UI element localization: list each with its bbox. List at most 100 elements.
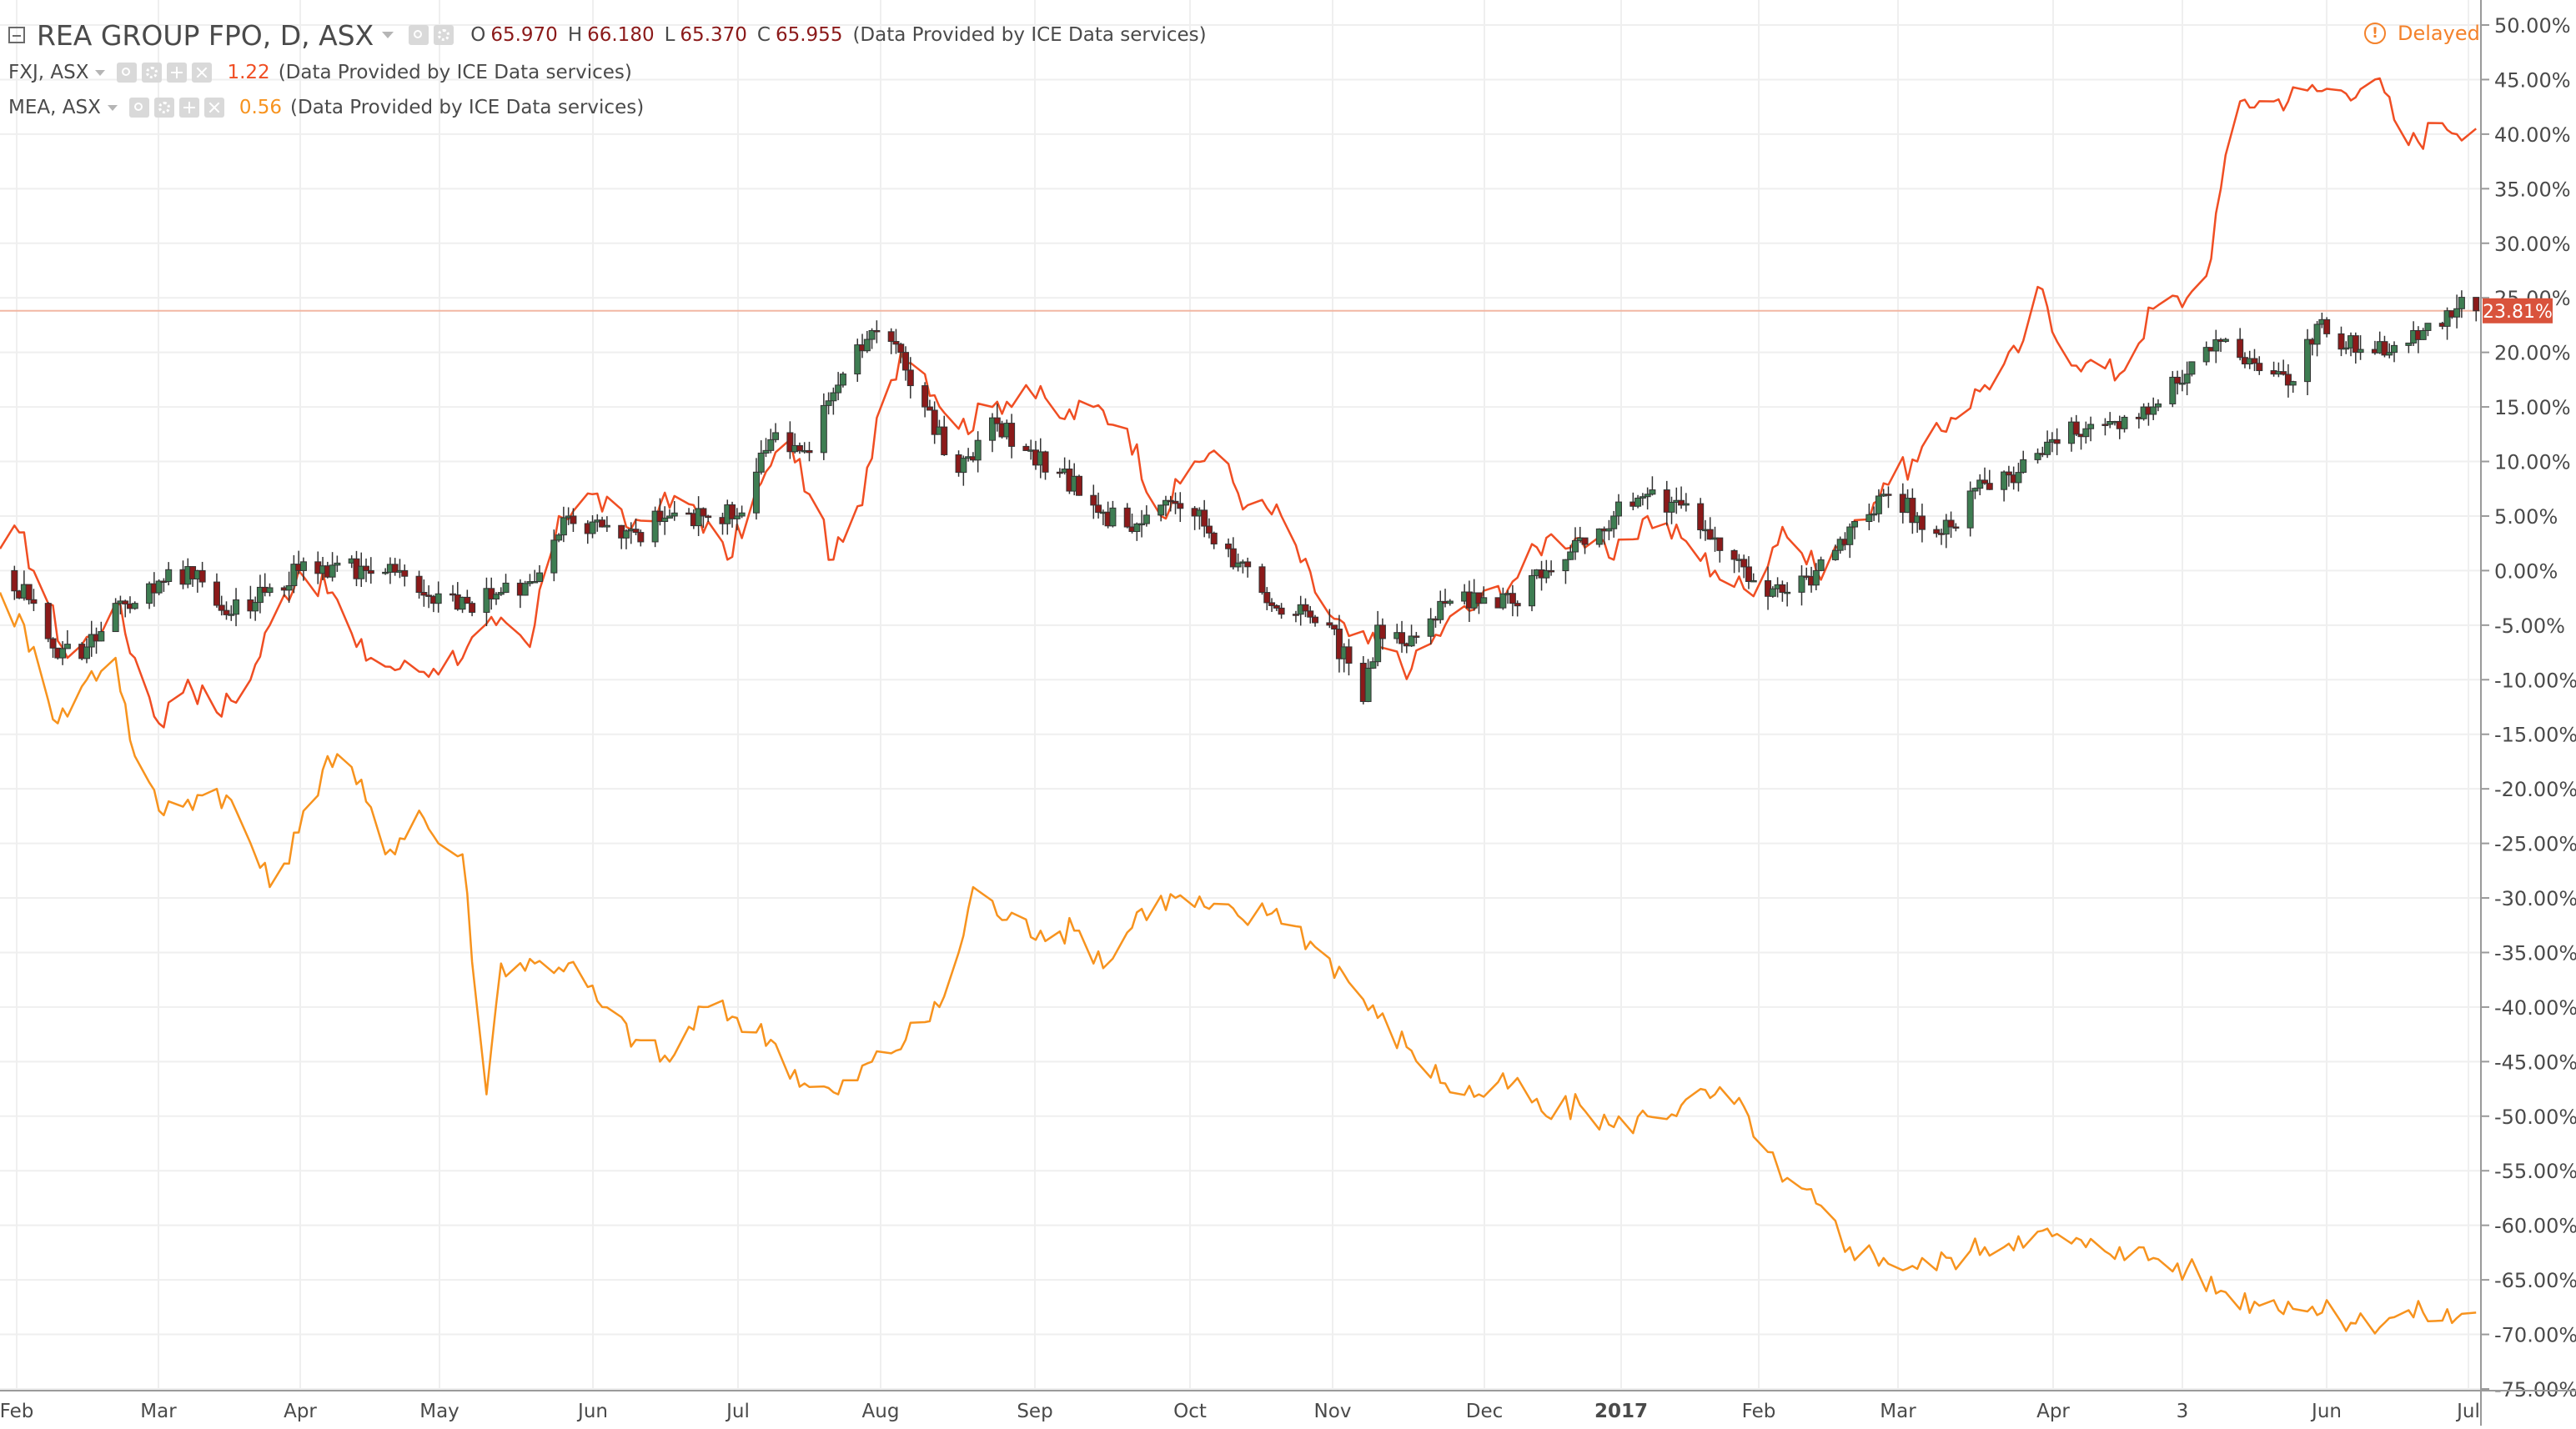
candle-body: [555, 534, 563, 541]
candle-body: [729, 504, 736, 519]
candle-body: [1716, 537, 1724, 551]
plus-icon[interactable]: [178, 98, 199, 118]
candle-body: [1745, 566, 1752, 582]
candle-body: [198, 569, 206, 583]
candle-body: [1865, 514, 1873, 523]
gear-icon[interactable]: [434, 25, 454, 45]
candle-body: [1095, 504, 1102, 514]
plus-icon[interactable]: [167, 63, 188, 83]
candle-body: [2020, 459, 2027, 474]
candle-body: [887, 331, 895, 343]
close-icon[interactable]: [203, 98, 224, 118]
candle-body: [1109, 507, 1117, 527]
candle-body: [2034, 453, 2041, 460]
y-tick-label: 0.00%: [2494, 559, 2558, 583]
candle-body: [1312, 616, 1319, 624]
candle-body: [1644, 494, 1651, 498]
candle-body: [2044, 441, 2051, 455]
eye-icon[interactable]: [128, 98, 149, 118]
candle-body: [854, 344, 861, 375]
candle-body: [1798, 575, 1805, 593]
candle-body: [1273, 604, 1280, 609]
candle-body: [2005, 471, 2012, 476]
candle-body: [420, 592, 428, 596]
eye-icon[interactable]: [117, 63, 138, 83]
candle-body: [1335, 629, 1343, 659]
candle-body: [401, 569, 409, 577]
y-tick-label: 35.00%: [2494, 178, 2571, 201]
candle-body: [1682, 503, 1690, 506]
candle-body: [2202, 347, 2210, 363]
candle-body: [434, 593, 442, 604]
candle-body: [1138, 523, 1146, 526]
candle-body: [839, 374, 846, 386]
candle-body: [2169, 376, 2177, 404]
y-tick-label: -35.00%: [2494, 941, 2576, 965]
y-tick-label: -25.00%: [2494, 833, 2576, 856]
delayed-badge[interactable]: ! Delayed: [2364, 17, 2480, 50]
candle-body: [921, 385, 929, 408]
candle-body: [752, 471, 760, 514]
compare-symbol-mea[interactable]: MEA, ASX: [8, 97, 101, 118]
candle-body: [1909, 498, 1916, 524]
candle-body: [2386, 352, 2393, 356]
candle-body: [2222, 338, 2229, 343]
chevron-down-icon[interactable]: [95, 69, 106, 76]
candle-body: [358, 565, 365, 579]
y-tick-label: -40.00%: [2494, 996, 2576, 1020]
chevron-down-icon[interactable]: [382, 32, 394, 38]
x-tick-label: May: [419, 1401, 459, 1422]
candle-body: [44, 603, 52, 639]
eye-icon[interactable]: [409, 25, 429, 45]
candle-body: [2284, 374, 2292, 386]
candle-body: [1697, 503, 1705, 531]
candle-body: [382, 571, 389, 574]
candle-body: [1605, 528, 1613, 532]
candle-body: [1784, 591, 1791, 594]
y-tick-label: -60.00%: [2494, 1215, 2576, 1238]
candle-body: [767, 439, 775, 451]
candle-body: [1543, 569, 1550, 579]
candle-body: [425, 594, 433, 597]
candle-body: [733, 515, 741, 519]
candle-body: [931, 409, 938, 435]
candle-body: [49, 638, 57, 649]
x-tick-label: Jun: [576, 1401, 608, 1422]
candle-body: [2150, 406, 2157, 415]
candle-body: [1870, 513, 1878, 516]
x-tick-label: Jul: [2455, 1401, 2480, 1422]
y-tick-label: 15.00%: [2494, 396, 2571, 419]
candle-body: [1634, 497, 1642, 507]
candle-body: [705, 515, 712, 519]
candle-body: [835, 384, 842, 394]
symbol-title[interactable]: REA GROUP FPO, D, ASX: [37, 18, 374, 52]
alert-icon: !: [2364, 23, 2386, 44]
candle-body: [1413, 635, 1420, 638]
candle-body: [2072, 421, 2080, 435]
candle-body: [738, 512, 746, 517]
candle-body: [1499, 593, 1507, 609]
candle-body: [2405, 342, 2413, 346]
compare-symbol-fxj[interactable]: FXJ, ASX: [8, 62, 89, 83]
candle-body: [1263, 592, 1271, 604]
candle-body: [1614, 501, 1622, 517]
candle-body: [1022, 445, 1030, 451]
candle-body: [661, 517, 669, 523]
chevron-down-icon[interactable]: [107, 104, 118, 111]
candle-body: [1981, 479, 1988, 484]
candle-body: [762, 449, 770, 454]
close-icon[interactable]: [192, 63, 213, 83]
y-tick-label: -30.00%: [2494, 887, 2576, 910]
candle-body: [1374, 624, 1382, 663]
candle-body: [30, 599, 38, 604]
candle-body: [1846, 526, 1854, 545]
y-tick-label: 50.00%: [2494, 14, 2571, 38]
collapse-legend-icon[interactable]: [8, 27, 25, 43]
candle-body: [1437, 600, 1444, 620]
gear-icon[interactable]: [153, 98, 174, 118]
candle-body: [2289, 381, 2297, 386]
gear-icon[interactable]: [142, 63, 163, 83]
